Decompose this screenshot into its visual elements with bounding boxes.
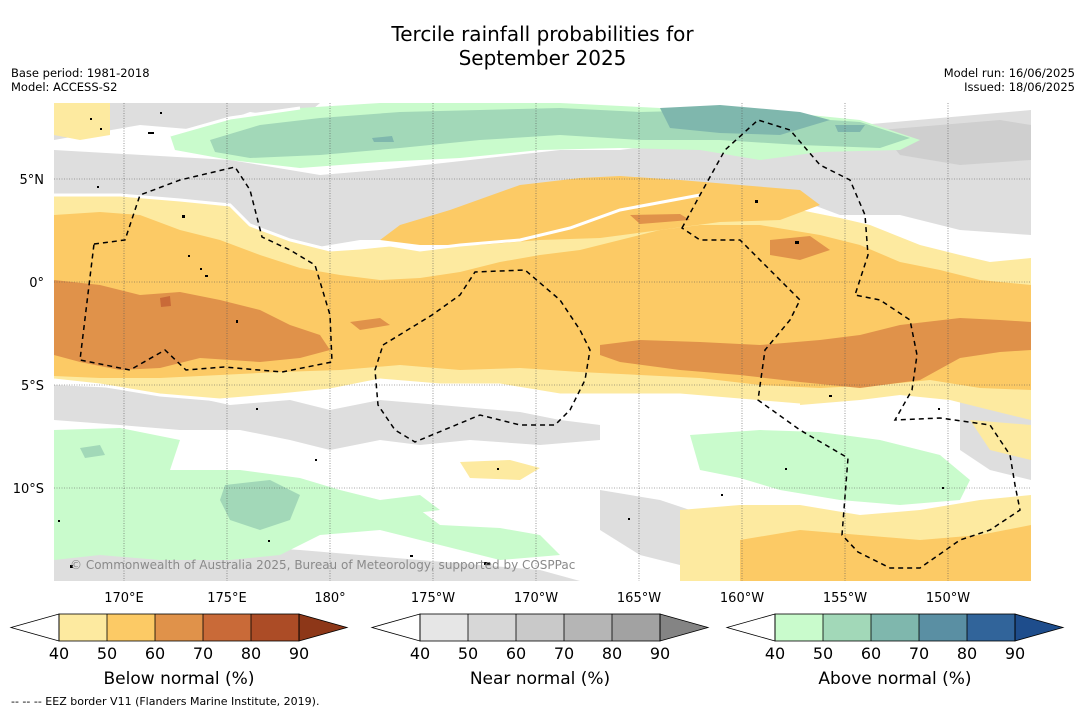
lon-label: 155°W	[823, 591, 867, 606]
colorbar-tick-label: 40	[49, 644, 69, 663]
colorbar-segment	[155, 614, 203, 641]
colorbar-tick-label: 80	[241, 644, 261, 663]
colorbar-tick-label: 60	[861, 644, 881, 663]
model-text: Model: ACCESS-S2	[11, 80, 118, 94]
colorbar: 40 50 60 70 80 90 Near normal (%)	[370, 613, 710, 689]
colorbar-title: Above normal (%)	[818, 669, 971, 689]
colorbar-tick-label: 90	[1005, 644, 1025, 663]
lon-label: 170°W	[514, 591, 558, 606]
above-normal-60-70	[372, 105, 865, 142]
lon-label: 180°	[314, 591, 345, 606]
lat-label-10s: 10°S	[13, 482, 44, 497]
colorbar-under-triangle	[370, 613, 421, 642]
colorbar-title: Near normal (%)	[470, 669, 610, 689]
colorbar-tick-label: 40	[410, 644, 430, 663]
lat-label-5n: 5°N	[20, 173, 45, 188]
colorbar-group: 40 50 60 70 80 90 Below normal (%) 40 50 60 70 80 90…	[9, 613, 1065, 689]
colorbar-tick-label: 80	[602, 644, 622, 663]
colorbar-tick-label: 70	[193, 644, 213, 663]
colorbar-tick-label: 60	[506, 644, 526, 663]
model-run-info: Model run: 16/06/2025 Issued: 18/06/2025	[944, 66, 1075, 94]
issued-text: Issued: 18/06/2025	[964, 80, 1075, 94]
colorbar-segment	[919, 614, 967, 641]
colorbar-segment	[871, 614, 919, 641]
eez-legend-note: -- -- -- EEZ border V11 (Flanders Marine…	[11, 695, 320, 708]
title-line-1: Tercile rainfall probabilities for	[391, 22, 694, 46]
base-period-text: Base period: 1981-2018	[11, 66, 150, 80]
colorbar-segment	[251, 614, 299, 641]
colorbar-tick-label: 50	[813, 644, 833, 663]
colorbar-tick-label: 70	[909, 644, 929, 663]
colorbar-title: Below normal (%)	[104, 669, 255, 689]
lon-label: 150°W	[926, 591, 970, 606]
colorbar-segment	[775, 614, 823, 641]
below-normal-60-70	[54, 214, 1031, 388]
lon-label: 165°W	[617, 591, 661, 606]
title-line-2: September 2025	[458, 46, 627, 70]
lon-label: 175°E	[207, 591, 247, 606]
base-period-info: Base period: 1981-2018 Model: ACCESS-S2	[11, 66, 150, 94]
copyright-credit: © Commonwealth of Australia 2025, Bureau…	[70, 558, 576, 572]
colorbar: 40 50 60 70 80 90 Above normal (%)	[725, 613, 1065, 689]
colorbar-under-triangle	[9, 613, 60, 642]
eez-borders	[79, 119, 1021, 569]
colorbar-segment	[468, 614, 516, 641]
colorbar: 40 50 60 70 80 90 Below normal (%)	[9, 613, 349, 689]
lon-label: 160°W	[720, 591, 764, 606]
lat-label-0: 0°	[29, 276, 44, 291]
island-dots	[58, 112, 944, 568]
colorbar-tick-label: 90	[650, 644, 670, 663]
colorbar-segment	[612, 614, 660, 641]
colorbar-tick-label: 80	[957, 644, 977, 663]
gridlines	[54, 103, 1031, 581]
colorbar-under-triangle	[725, 613, 776, 642]
colorbar-tick-label: 50	[458, 644, 478, 663]
map-title: Tercile rainfall probabilities for Septe…	[0, 22, 1085, 70]
colorbar-over-triangle	[1014, 613, 1065, 642]
map-panel	[54, 103, 1031, 581]
colorbar-segment	[203, 614, 251, 641]
colorbar-over-triangle	[298, 613, 349, 642]
lon-label: 175°W	[411, 591, 455, 606]
colorbar-tick-label: 60	[145, 644, 165, 663]
colorbar-segment	[516, 614, 564, 641]
colorbar-segment	[967, 614, 1015, 641]
colorbar-tick-label: 50	[97, 644, 117, 663]
colorbar-segment	[420, 614, 468, 641]
colorbar-tick-label: 70	[554, 644, 574, 663]
colorbar-tick-label: 40	[765, 644, 785, 663]
lat-label-5s: 5°S	[21, 379, 44, 394]
colorbar-tick-label: 90	[289, 644, 309, 663]
colorbar-segment	[564, 614, 612, 641]
colorbar-segment	[823, 614, 871, 641]
below-normal-70-80	[160, 296, 171, 307]
lon-label: 170°E	[104, 591, 144, 606]
colorbar-segment	[59, 614, 107, 641]
colorbar-segment	[107, 614, 155, 641]
contour-lines	[54, 106, 801, 407]
model-run-text: Model run: 16/06/2025	[943, 66, 1075, 80]
colorbar-over-triangle	[659, 613, 710, 642]
